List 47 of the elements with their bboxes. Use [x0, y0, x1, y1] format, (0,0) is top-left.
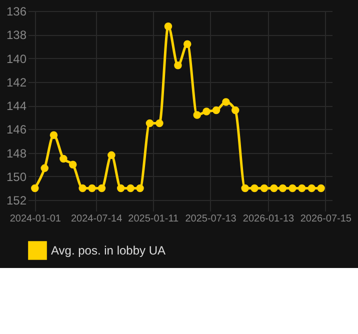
point [174, 62, 182, 70]
y-tick-label: 138 [6, 28, 27, 42]
y-tick-label: 144 [6, 99, 27, 114]
point [270, 184, 278, 192]
x-tick-label: 2024-07-14 [71, 214, 123, 224]
point [98, 184, 106, 192]
point [212, 106, 220, 114]
point [50, 131, 58, 139]
point [308, 184, 316, 192]
x-tick-label: 2026-07-15 [300, 214, 352, 224]
y-tick-label: 142 [6, 75, 27, 90]
point [250, 184, 258, 192]
y-tick-label: 146 [6, 122, 27, 137]
point [156, 119, 164, 128]
x-tick-label: 2024-01-01 [10, 214, 62, 224]
y-tick-label: 150 [6, 170, 27, 184]
point [232, 106, 240, 114]
x-tick-label: 2025-07-13 [185, 214, 237, 224]
point [164, 22, 172, 30]
point [317, 184, 325, 192]
point [241, 184, 249, 192]
point [116, 184, 125, 192]
point [78, 184, 86, 192]
point [288, 184, 296, 192]
x-tick-label: 2026-01-13 [242, 214, 295, 224]
point [202, 108, 210, 116]
point [193, 111, 201, 119]
point [108, 151, 116, 160]
point [222, 98, 230, 106]
point [68, 160, 77, 168]
legend-label: Avg. pos. in lobby UA [51, 244, 166, 258]
point [126, 184, 134, 192]
point [184, 40, 192, 48]
y-tick-label: 148 [6, 146, 27, 160]
point [278, 184, 287, 192]
point [40, 164, 48, 172]
point [31, 184, 39, 192]
y-tick-label: 136 [6, 4, 27, 18]
point [146, 119, 154, 128]
point [60, 154, 68, 163]
y-tick-label: 152 [6, 194, 27, 208]
point [88, 184, 96, 192]
point [260, 184, 268, 192]
y-tick-label: 140 [6, 52, 27, 66]
point [136, 184, 144, 192]
x-tick-label: 2025-01-11 [128, 214, 179, 224]
point [298, 184, 306, 192]
